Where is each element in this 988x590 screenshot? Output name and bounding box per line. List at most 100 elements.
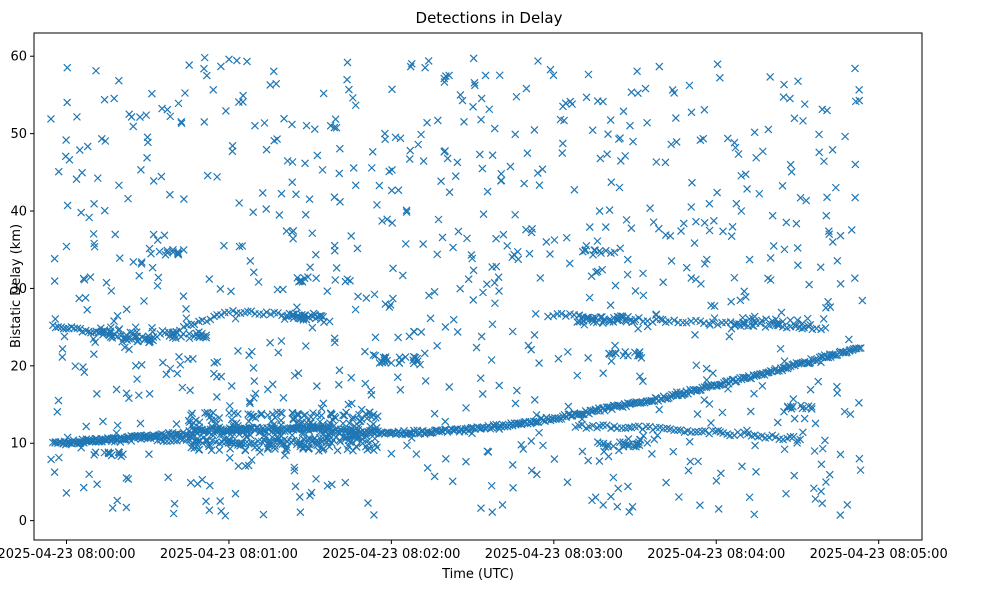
detection-point: [530, 125, 539, 134]
detection-point: [301, 159, 309, 168]
detection-point: [685, 81, 694, 90]
detection-point: [319, 425, 328, 434]
detection-point: [643, 118, 652, 127]
detection-point: [488, 151, 497, 160]
detection-point: [391, 133, 400, 142]
detection-point: [288, 178, 297, 187]
x-tick-label: 2025-04-23 08:03:00: [485, 547, 623, 562]
detection-point: [112, 385, 121, 394]
detection-point: [205, 506, 214, 515]
detection-point: [818, 444, 827, 453]
detection-point: [802, 196, 811, 205]
detection-point: [604, 130, 612, 139]
detection-point: [608, 349, 617, 358]
detection-point: [244, 417, 253, 426]
detection-point: [584, 70, 593, 79]
y-axis: 0 10 20 30 40 50 60: [10, 50, 34, 529]
detection-point: [219, 435, 228, 444]
detection-point: [266, 81, 275, 89]
detection-point: [325, 442, 334, 451]
detection-point: [824, 353, 833, 362]
detection-point: [737, 207, 746, 215]
detection-point: [226, 444, 235, 453]
y-tick-label: 0: [19, 514, 27, 529]
detection-point: [148, 263, 157, 272]
detection-point: [317, 404, 326, 413]
detection-point: [118, 337, 127, 346]
detection-point: [584, 353, 593, 362]
detection-point: [677, 227, 685, 235]
detection-point: [649, 218, 658, 227]
detection-point: [527, 228, 536, 237]
detection-point: [550, 236, 559, 244]
detection-point: [281, 445, 290, 454]
detection-point: [817, 358, 825, 367]
detection-point: [315, 417, 324, 426]
detection-point: [445, 188, 454, 197]
detection-point: [741, 170, 750, 179]
detection-point: [369, 351, 378, 359]
detection-point: [702, 364, 711, 373]
detection-point: [341, 478, 350, 487]
detection-point: [803, 314, 812, 323]
detection-point: [627, 88, 636, 97]
detection-point: [820, 157, 828, 166]
detection-point: [298, 428, 307, 437]
detection-point: [294, 277, 303, 286]
detection-point: [811, 419, 820, 428]
detection-point: [581, 246, 589, 255]
detection-point: [119, 450, 127, 459]
detection-point: [652, 158, 661, 166]
detection-point: [298, 430, 307, 439]
detection-point: [115, 181, 123, 190]
detection-point: [809, 484, 818, 493]
detection-point: [737, 171, 746, 180]
detection-point: [599, 97, 607, 106]
detection-point: [318, 165, 327, 174]
detection-point: [692, 361, 701, 370]
detection-point: [603, 150, 612, 159]
detection-point: [531, 418, 540, 426]
detection-point: [162, 370, 171, 379]
detection-point: [227, 415, 236, 424]
detection-point: [511, 130, 520, 139]
detection-point: [654, 224, 663, 233]
detection-point: [611, 341, 619, 350]
detection-point: [290, 413, 299, 422]
detection-point: [698, 427, 707, 436]
detection-point: [133, 337, 142, 346]
detection-point: [653, 431, 662, 440]
detection-point: [268, 410, 277, 419]
detection-point: [225, 55, 233, 64]
detection-point: [158, 358, 167, 367]
detection-point: [292, 190, 300, 199]
detection-point: [524, 341, 533, 350]
detection-point: [124, 394, 133, 403]
detection-point: [564, 402, 573, 411]
detection-point: [727, 232, 736, 241]
detection-point: [239, 91, 248, 100]
detection-point: [71, 362, 80, 371]
detection-point: [187, 432, 195, 441]
detection-point: [58, 353, 67, 361]
detection-point: [674, 493, 683, 501]
detection-point: [145, 337, 154, 346]
detection-point: [481, 71, 490, 80]
y-axis-label: Bistatic Delay (km): [9, 224, 24, 348]
detection-point: [78, 168, 87, 177]
detection-point: [371, 413, 380, 422]
detection-point: [771, 433, 780, 441]
detection-point: [462, 403, 470, 412]
detection-point: [790, 114, 799, 123]
detection-point: [290, 463, 299, 472]
detection-point: [766, 253, 775, 262]
detection-point: [354, 292, 362, 301]
detection-point: [682, 318, 691, 327]
detection-point: [330, 334, 339, 343]
detection-point: [113, 421, 122, 430]
detection-point: [588, 316, 597, 325]
detection-point: [197, 425, 206, 434]
detection-point: [679, 219, 688, 228]
detection-point: [687, 273, 696, 282]
detection-point: [479, 210, 488, 219]
